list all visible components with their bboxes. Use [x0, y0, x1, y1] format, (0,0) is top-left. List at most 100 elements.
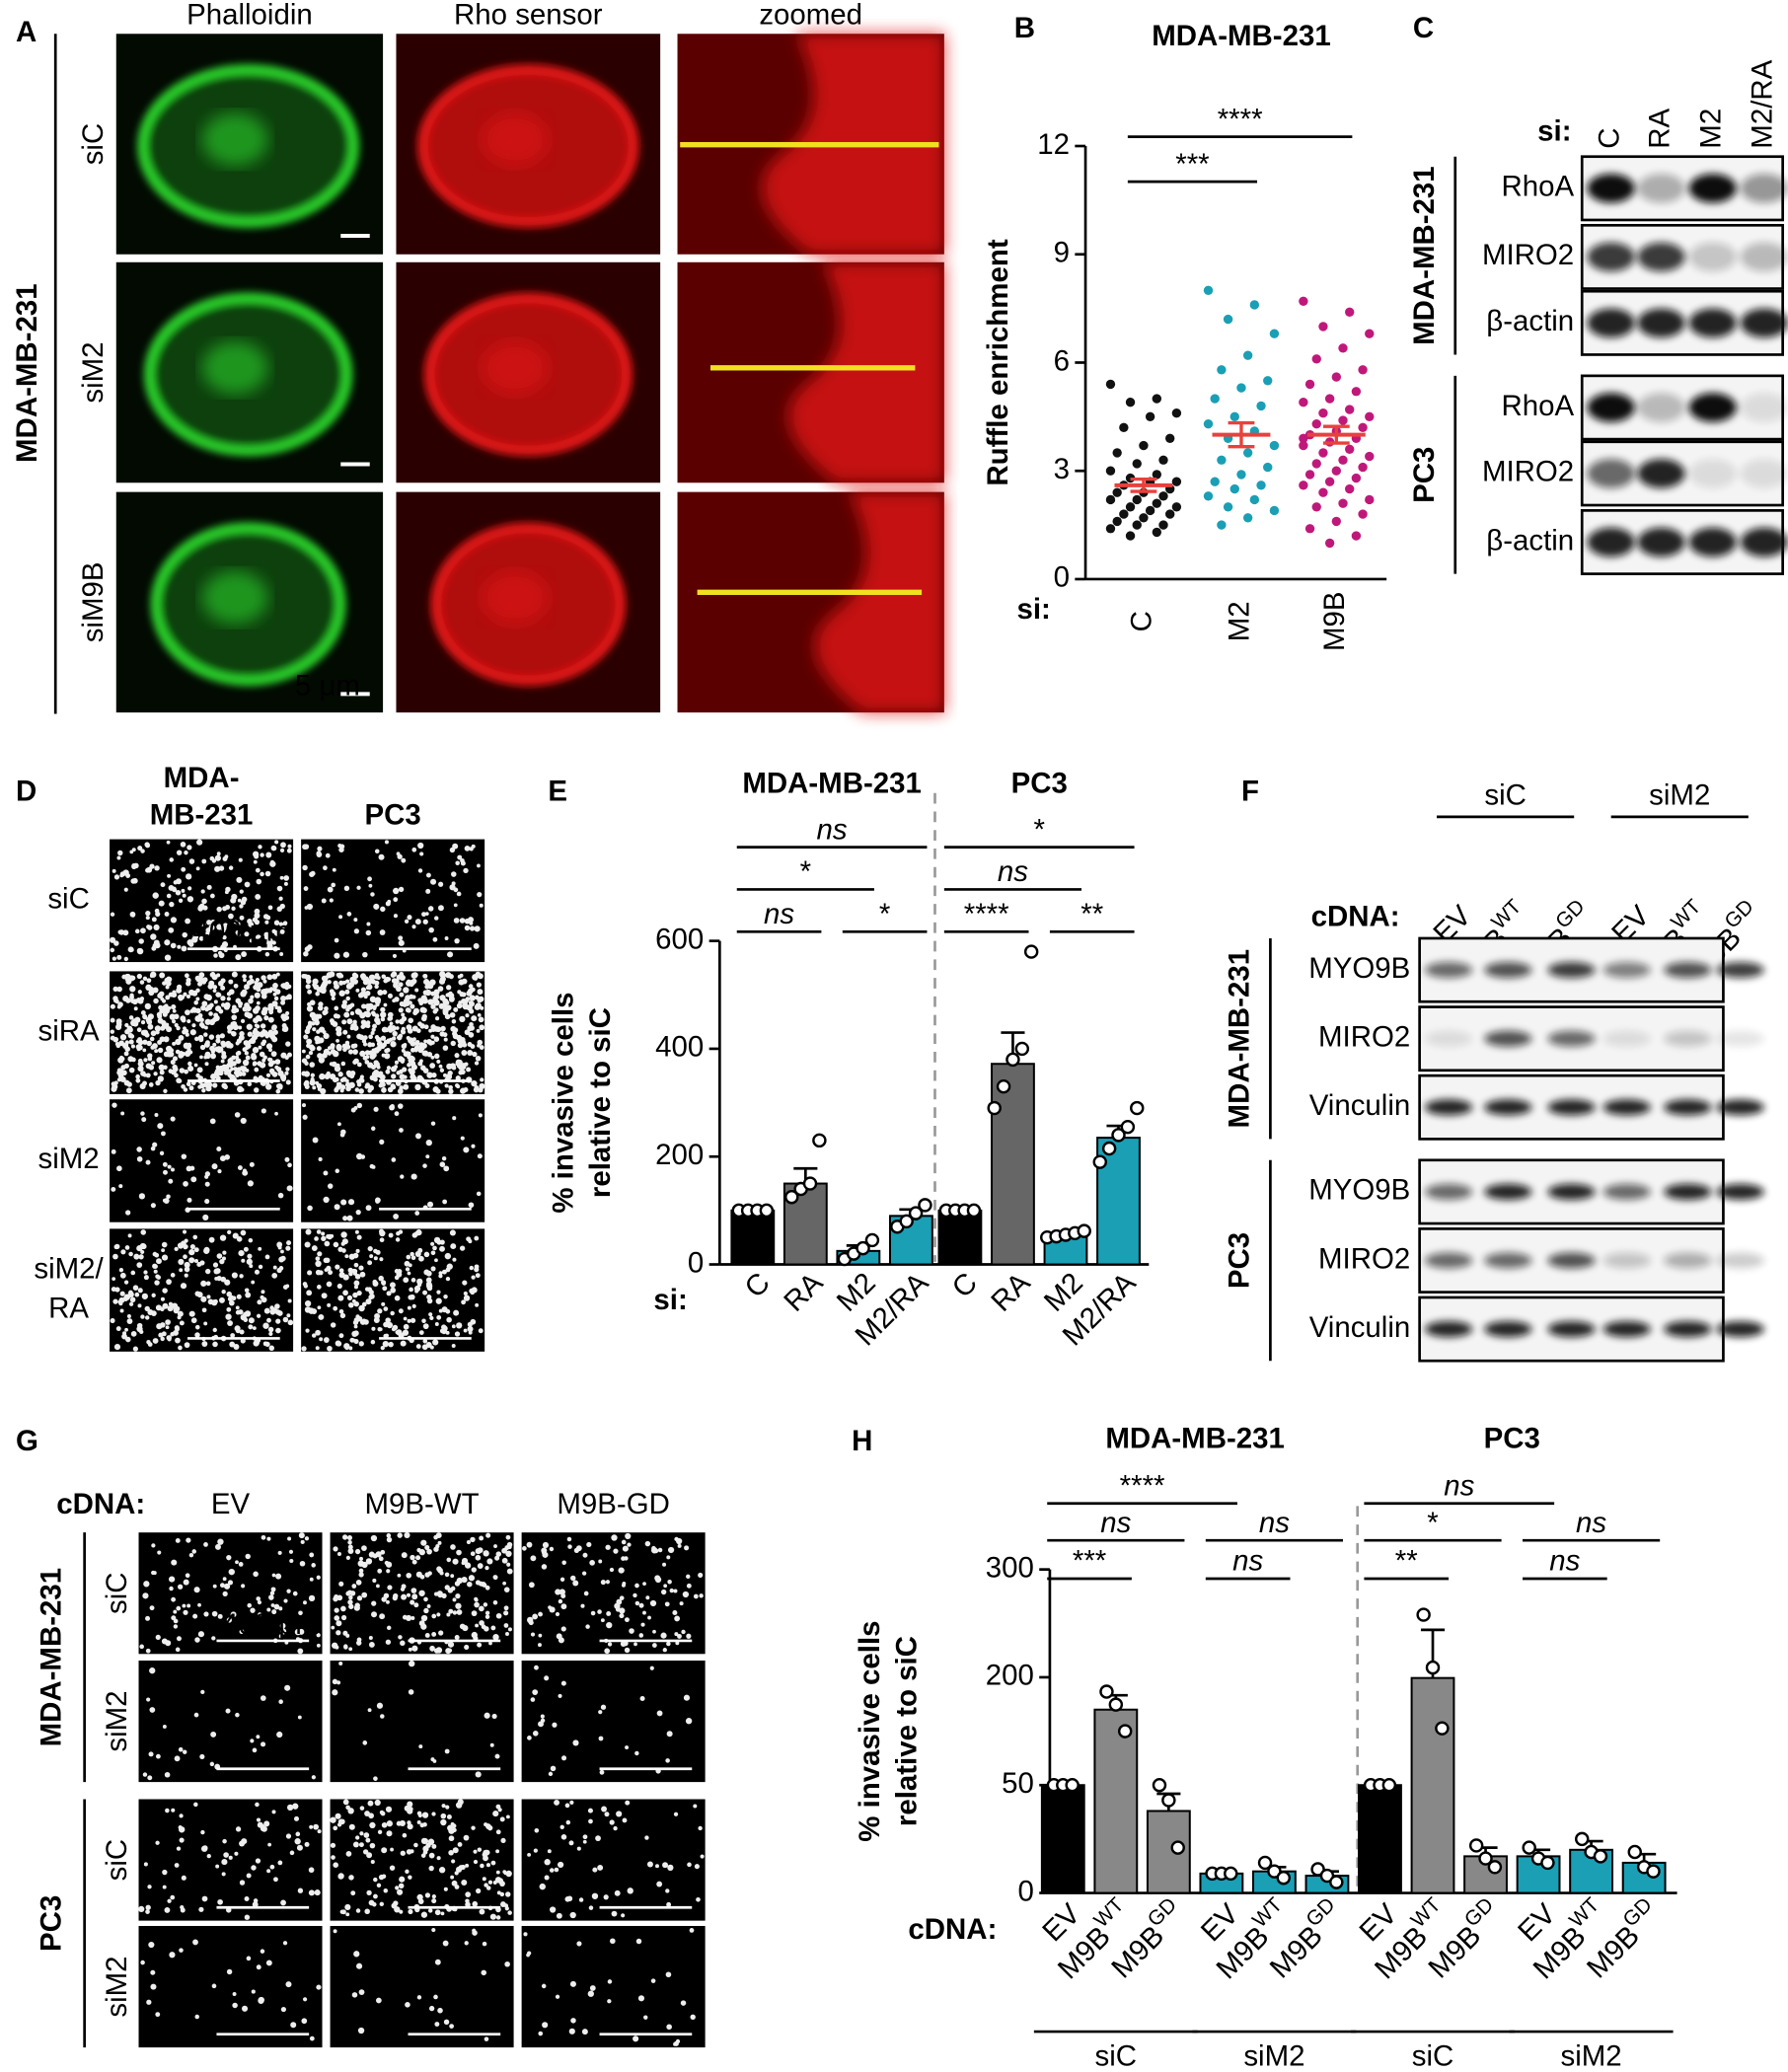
cell-dot [339, 1909, 345, 1914]
data-point [1257, 1855, 1273, 1871]
cell-dot [203, 1246, 210, 1253]
cell-dot [129, 1296, 136, 1303]
cell-dot [503, 1605, 509, 1611]
cell-dot [361, 1003, 367, 1009]
cell-dot [202, 1845, 208, 1851]
cell-dot [422, 1323, 429, 1330]
cell-dot [450, 1875, 455, 1880]
band [1602, 1252, 1651, 1269]
data-point [1145, 411, 1155, 422]
cell-dot [275, 1327, 281, 1334]
cell-dot [223, 1583, 231, 1590]
cell-dot [326, 1234, 331, 1239]
cell-dot [185, 918, 191, 925]
cell-dot [403, 1323, 410, 1330]
cell-dot [330, 1322, 336, 1328]
cell-dot [439, 1239, 445, 1245]
lane-label: C [945, 1266, 983, 1303]
cell-dot [334, 1087, 339, 1093]
cell-dot [150, 1146, 156, 1151]
cell-dot [409, 1660, 415, 1667]
cell-dot [599, 1769, 605, 1775]
cell-dot [428, 1865, 434, 1872]
cell-dot [420, 1911, 428, 1918]
cell-dot [113, 940, 119, 946]
cell-dot [694, 1864, 700, 1870]
cell-dot [188, 1310, 195, 1317]
cell-dot [228, 979, 234, 985]
cell-dot [351, 1330, 358, 1337]
cell-dot [443, 1037, 448, 1042]
cell-dot [404, 1531, 410, 1539]
cell-dot [644, 1540, 651, 1547]
cell-dot [290, 2022, 297, 2029]
cell-dot [534, 1665, 539, 1670]
cell-dot [340, 1231, 347, 1238]
cell-dot [131, 848, 136, 852]
cell-dot [683, 1694, 691, 1701]
cell-dot [474, 1061, 480, 1066]
cell-dot [348, 1823, 355, 1830]
cell-dot [287, 1319, 294, 1326]
cell-dot [271, 1025, 276, 1031]
row-label: siC [47, 883, 90, 916]
cell-dot [367, 1260, 373, 1266]
cell-dot [219, 1155, 226, 1162]
cell-dot [224, 1279, 231, 1286]
cell-dot [430, 1040, 435, 1045]
significance-label: ns [1259, 1507, 1290, 1539]
cell-dot [226, 997, 231, 1001]
cell-dot [365, 1055, 370, 1060]
cell-dot [283, 875, 290, 881]
cell-dot [479, 1535, 484, 1541]
cell-dot [284, 1684, 291, 1691]
cell-dot [526, 1541, 533, 1548]
cell-dot [454, 1581, 461, 1587]
cell-dot [118, 1040, 124, 1047]
cell-dot [255, 934, 261, 941]
cell-dot [437, 986, 444, 992]
cell-dot [296, 1844, 303, 1851]
cell-dot [317, 1829, 322, 1834]
cell-dot [221, 1065, 228, 1071]
cell-dot [319, 1073, 326, 1080]
data-point [1249, 300, 1260, 310]
cell-dot [147, 1308, 154, 1315]
cell-dot [441, 1269, 447, 1275]
cell-dot [654, 1575, 661, 1582]
cell-dot [153, 1264, 158, 1269]
cell-dot [268, 1058, 273, 1062]
cell-dot [373, 980, 378, 985]
cell-dot [358, 1842, 364, 1848]
cell-dot [269, 1591, 275, 1595]
cell-dot [587, 1808, 593, 1813]
cell-dot [341, 1248, 346, 1253]
cell-dot [136, 1262, 143, 1268]
cell-dot [188, 858, 195, 864]
cell-dot [318, 1037, 325, 1044]
data-point [1125, 398, 1136, 407]
cell-dot [160, 1336, 165, 1342]
cell-dot [465, 1013, 470, 1018]
cell-dot [457, 854, 463, 860]
data-point [1242, 350, 1253, 360]
cell-dot [197, 1631, 205, 1638]
cell-dot [410, 1047, 415, 1053]
cell-dot [462, 1625, 469, 1632]
cell-dot [134, 928, 140, 934]
cell-dot [176, 1636, 182, 1642]
cell-dot [604, 1812, 610, 1817]
cell-dot [375, 1584, 380, 1589]
cell-dot [252, 1326, 257, 1331]
cell-dot [464, 925, 471, 931]
cell-dot [479, 1605, 484, 1612]
cell-dot [148, 1082, 154, 1087]
error-bar [1228, 420, 1255, 449]
cell-dot [393, 1032, 398, 1037]
cell-dot [482, 1877, 486, 1882]
cell-dot [351, 1584, 357, 1589]
cell-dot [286, 1052, 292, 1058]
cell-dot [472, 1051, 478, 1058]
cell-dot [673, 1812, 679, 1816]
cell-dot [456, 891, 462, 897]
